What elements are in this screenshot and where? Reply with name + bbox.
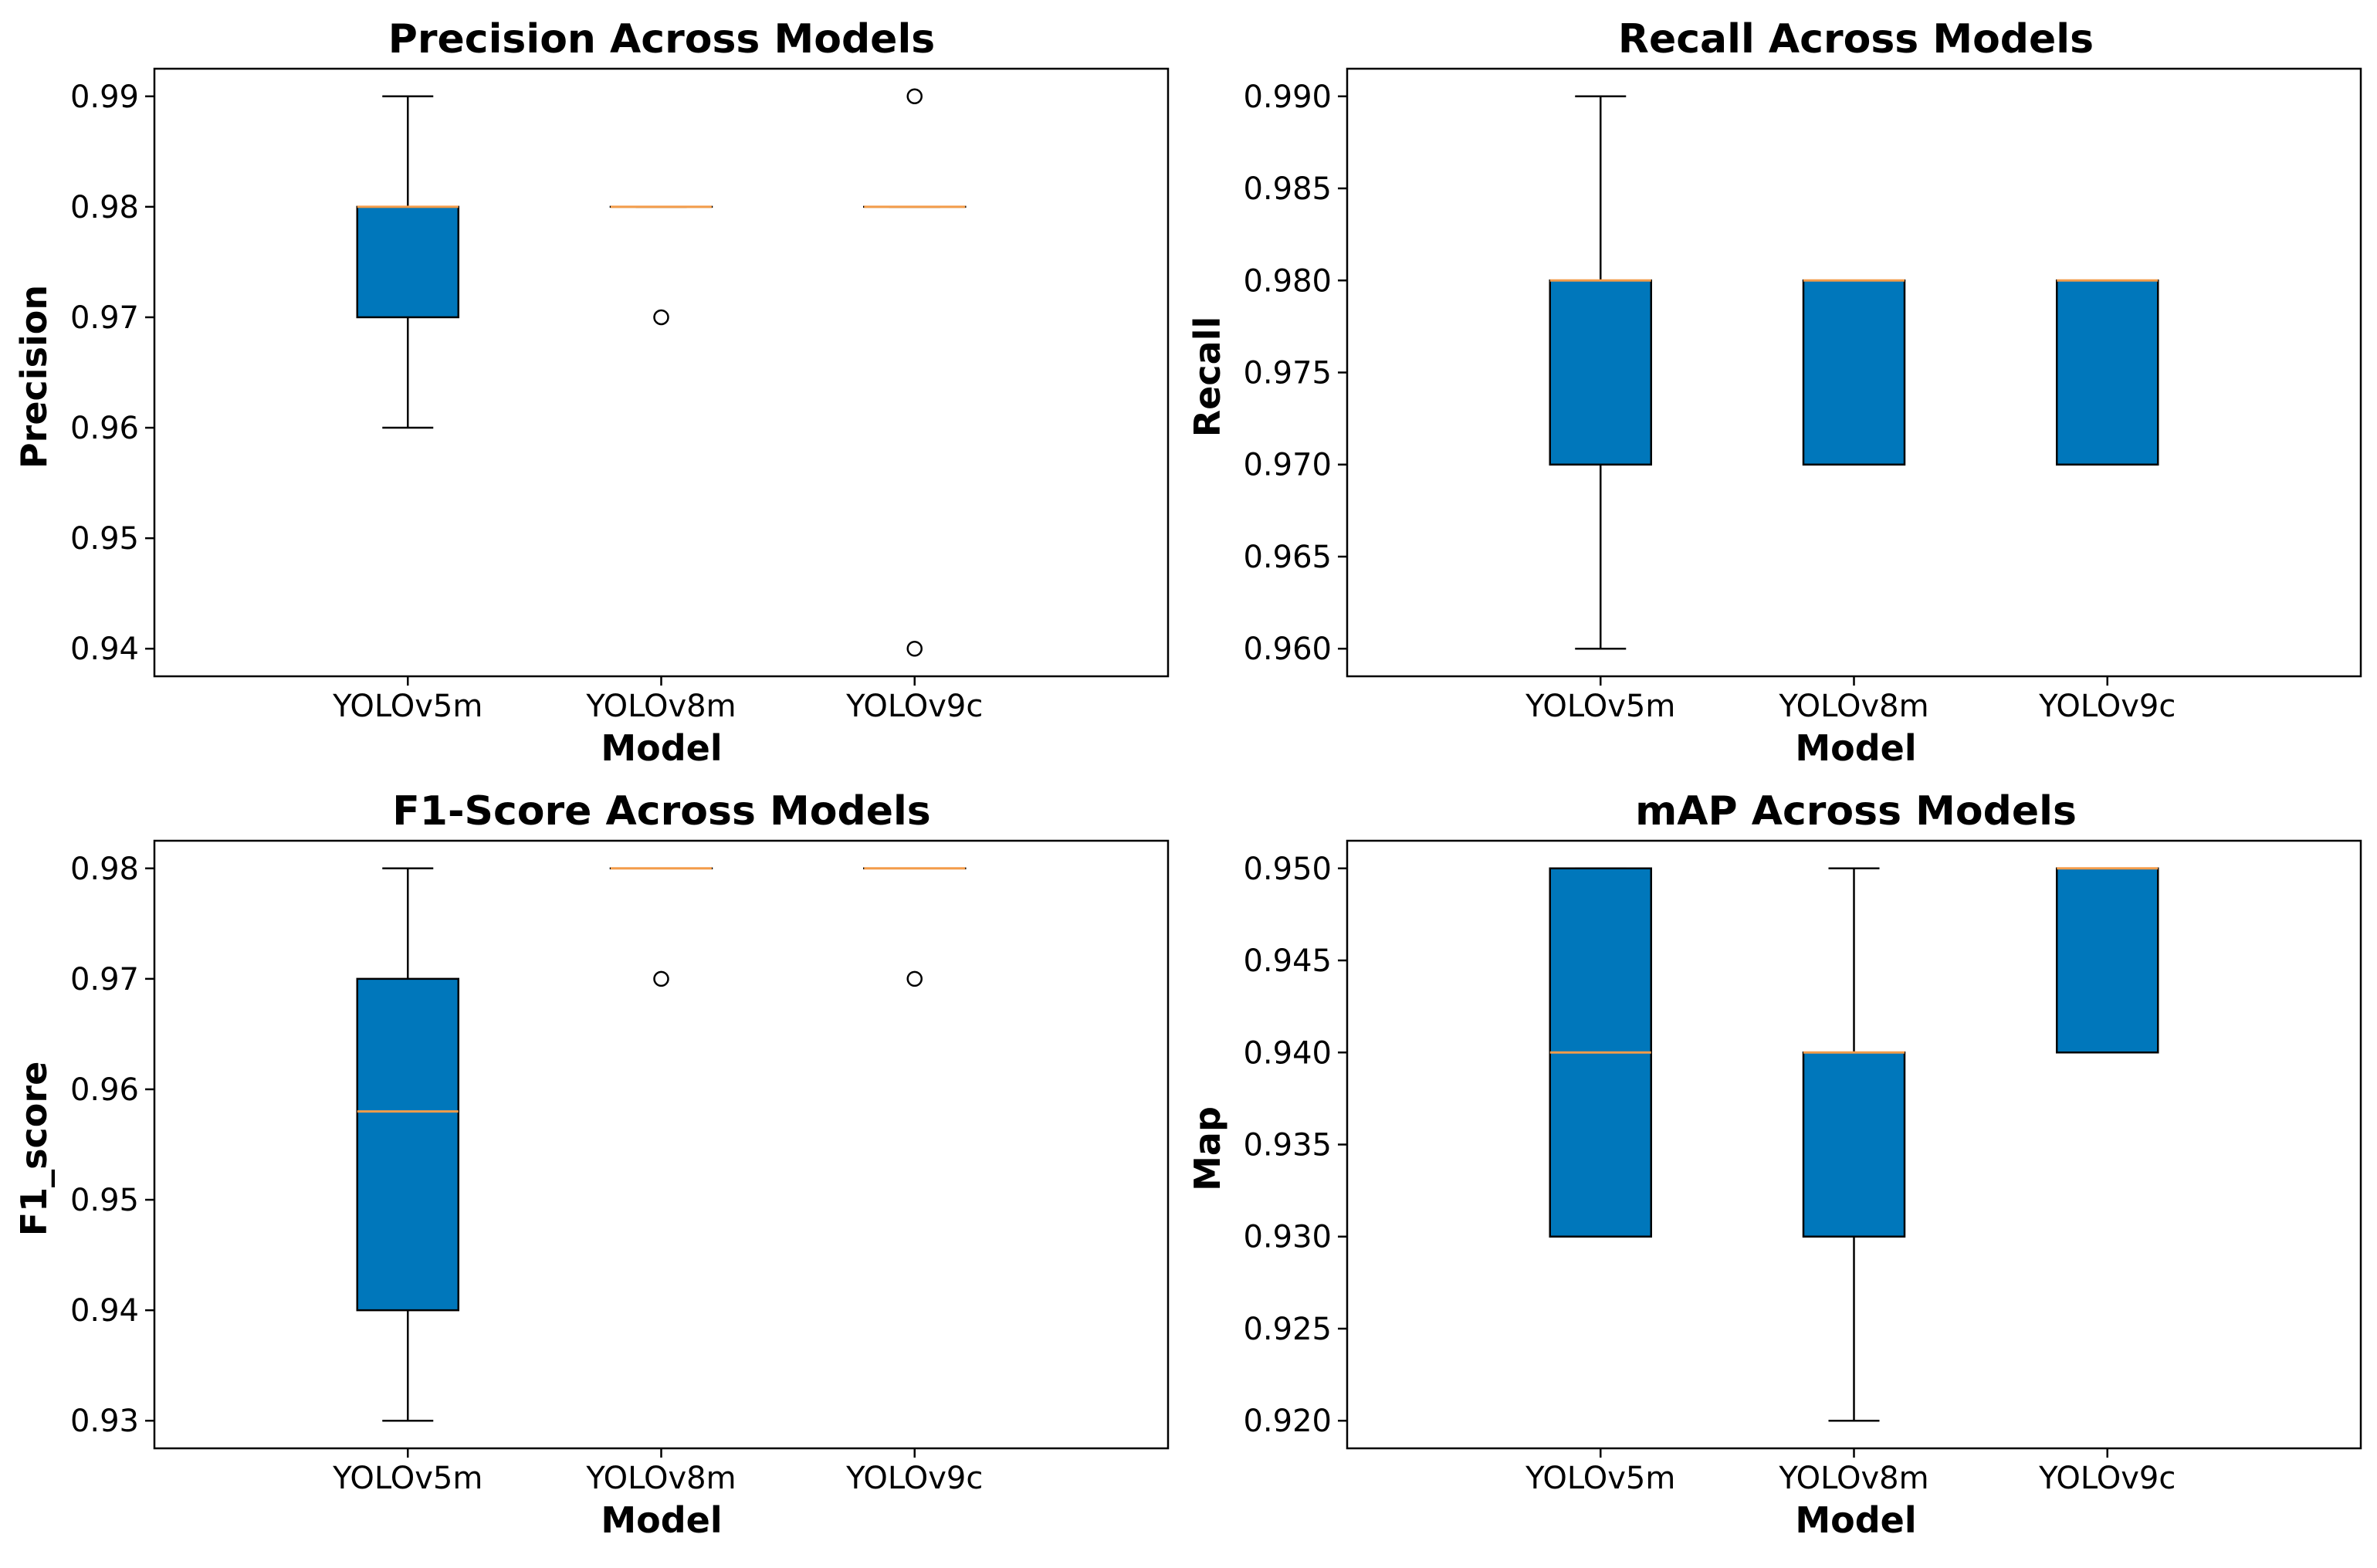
y-tick-label: 0.920 — [1243, 1404, 1332, 1439]
y-tick-label: 0.95 — [70, 521, 139, 557]
x-tick-label: YOLOv8m — [1778, 689, 1928, 724]
x-tick-label: YOLOv5m — [1525, 1461, 1675, 1496]
axes-frame — [153, 839, 1170, 1450]
y-tick-label: 0.985 — [1243, 171, 1332, 207]
y-tick-label: 0.950 — [1243, 852, 1332, 887]
box-yolov8m — [609, 867, 713, 987]
chart-title: mAP Across Models — [1635, 788, 2077, 835]
iqr-box — [1802, 1052, 1906, 1238]
y-tick-label: 0.97 — [70, 962, 139, 997]
panel-f1-score: F1-Score Across Models 0.930.940.950.960… — [13, 788, 1170, 1541]
iqr-box — [2056, 279, 2159, 466]
x-tick-label: YOLOv9c — [2038, 1461, 2176, 1496]
y-tick-label: 0.970 — [1243, 448, 1332, 483]
y-tick-label: 0.97 — [70, 300, 139, 336]
x-tick-label: YOLOv8m — [585, 689, 736, 724]
y-tick-label: 0.95 — [70, 1183, 139, 1218]
outlier-point — [653, 309, 669, 326]
panel-precision: Precision Across Models 0.94 0.95 0.96 0.97… — [13, 16, 1170, 769]
y-axis-label: F1_score — [13, 1062, 55, 1237]
plot-area: 0.960 0.965 0.970 0.975 0.980 0.985 0.990 YOLOv… — [1243, 67, 2362, 724]
y-tick-label: 0.98 — [70, 852, 139, 887]
panel-recall: Recall Across Models 0.960 0.965 0.970 0.97… — [1187, 16, 2362, 769]
x-tick-label: YOLOv5m — [1525, 689, 1675, 724]
axes-frame — [153, 67, 1170, 678]
iqr-box — [1549, 279, 1652, 466]
box-yolov9c — [863, 88, 967, 657]
box-yolov8m — [1802, 867, 1906, 1422]
y-axis-label: Precision — [13, 285, 55, 469]
box-yolov5m — [1549, 95, 1652, 650]
box-yolov9c — [863, 867, 967, 987]
outlier-point — [653, 970, 669, 987]
x-tick-label: YOLOv8m — [585, 1461, 736, 1496]
y-tick-label: 0.940 — [1243, 1035, 1332, 1071]
y-tick-label: 0.94 — [70, 1293, 139, 1329]
box-yolov5m — [356, 95, 459, 429]
y-tick-label: 0.96 — [70, 411, 139, 446]
x-tick-label: YOLOv9c — [845, 1461, 983, 1496]
box-yolov5m — [1549, 867, 1652, 1238]
y-tick-label: 0.94 — [70, 632, 139, 667]
x-tick-label: YOLOv8m — [1778, 1461, 1928, 1496]
chart-title: Recall Across Models — [1618, 16, 2094, 63]
axes-frame — [1346, 839, 2362, 1450]
iqr-box — [2056, 867, 2159, 1054]
panel-map: mAP Across Models 0.9200.9250.9300.9350.… — [1187, 788, 2362, 1541]
axes-frame — [1346, 67, 2362, 678]
y-tick-label: 0.99 — [70, 80, 139, 115]
y-tick-label: 0.93 — [70, 1404, 139, 1439]
outlier-point — [906, 88, 923, 105]
chart-title: Precision Across Models — [388, 16, 935, 63]
box-yolov5m — [356, 867, 459, 1422]
box-yolov8m — [1802, 279, 1906, 466]
y-tick-label: 0.925 — [1243, 1312, 1332, 1347]
x-tick-label: YOLOv5m — [332, 1461, 483, 1496]
iqr-box — [1802, 279, 1906, 466]
y-tick-label: 0.975 — [1243, 356, 1332, 391]
y-tick-label: 0.930 — [1243, 1220, 1332, 1255]
box-yolov9c — [2056, 279, 2159, 466]
y-tick-label: 0.96 — [70, 1072, 139, 1108]
y-tick-label: 0.960 — [1243, 632, 1332, 667]
x-tick-label: YOLOv9c — [2038, 689, 2176, 724]
iqr-box — [356, 977, 459, 1312]
box-yolov8m — [609, 205, 713, 326]
y-tick-label: 0.965 — [1243, 540, 1332, 575]
y-tick-label: 0.945 — [1243, 943, 1332, 979]
x-axis-label: Model — [1795, 727, 1916, 769]
y-tick-label: 0.990 — [1243, 80, 1332, 115]
y-tick-label: 0.98 — [70, 190, 139, 225]
x-tick-label: YOLOv5m — [332, 689, 483, 724]
x-axis-label: Model — [601, 1499, 722, 1541]
y-tick-label: 0.980 — [1243, 263, 1332, 299]
plot-area: 0.94 0.95 0.96 0.97 0.98 0.99 YOLOv5m YOLOv8m YO… — [70, 67, 1170, 724]
iqr-box — [356, 205, 459, 319]
x-tick-label: YOLOv9c — [845, 689, 983, 724]
x-axis-label: Model — [1795, 1499, 1916, 1541]
y-axis-label: Map — [1187, 1106, 1228, 1191]
outlier-point — [906, 640, 923, 657]
chart-title: F1-Score Across Models — [392, 788, 930, 835]
plot-area: 0.920 0.925 0.930 0.935 0.940 0.945 0.950 YOLOv… — [1243, 839, 2362, 1496]
box-yolov9c — [2056, 867, 2159, 1054]
plot-area: 0.93 0.94 0.95 0.96 0.97 0.98 YOLOv5m YOLOv8m YO… — [70, 839, 1170, 1496]
x-axis-label: Model — [601, 727, 722, 769]
outlier-point — [906, 970, 923, 987]
y-axis-label: Recall — [1187, 317, 1228, 437]
y-tick-label: 0.935 — [1243, 1128, 1332, 1163]
